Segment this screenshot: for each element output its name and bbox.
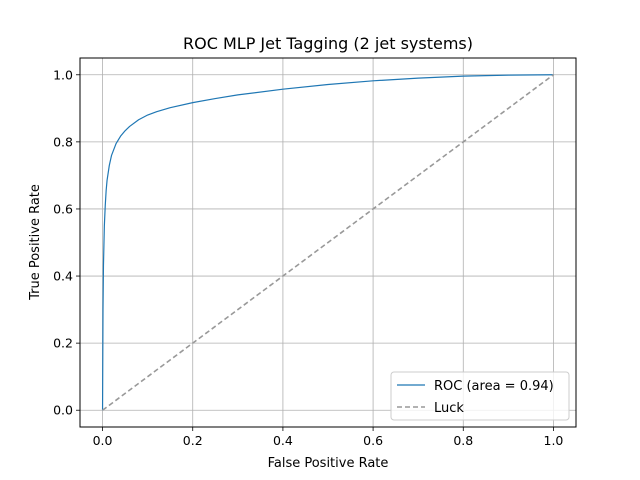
legend-box bbox=[390, 371, 570, 421]
chart-title: ROC MLP Jet Tagging (2 jet systems) bbox=[183, 34, 473, 53]
y-tick-label: 0.8 bbox=[53, 134, 73, 149]
y-tick-label: 1.0 bbox=[53, 67, 73, 82]
y-tick-label: 0.0 bbox=[53, 403, 73, 418]
legend-roc-label: ROC (area = 0.94) bbox=[434, 379, 554, 394]
y-axis-label: True Positive Rate bbox=[28, 184, 43, 301]
x-tick-label: 0.6 bbox=[363, 433, 383, 448]
x-tick-label: 0.2 bbox=[183, 433, 203, 448]
grid bbox=[80, 58, 576, 427]
y-tick-label: 0.2 bbox=[53, 336, 73, 351]
y-tick-label: 0.6 bbox=[53, 201, 73, 216]
luck-diagonal bbox=[102, 74, 554, 411]
legend-luck-label: Luck bbox=[434, 401, 464, 416]
plot-lines bbox=[101, 74, 554, 411]
x-tick-label: 0.8 bbox=[453, 433, 473, 448]
roc-curve bbox=[101, 74, 554, 411]
axes-frame bbox=[79, 57, 577, 428]
legend: ROC (area = 0.94) Luck bbox=[390, 371, 570, 421]
x-tick-label: 0.0 bbox=[93, 433, 113, 448]
x-axis-label: False Positive Rate bbox=[268, 456, 389, 471]
y-tick-label: 0.4 bbox=[53, 269, 73, 284]
x-tick-label: 1.0 bbox=[544, 433, 564, 448]
ticks: 0.0 0.2 0.4 0.6 0.8 1.0 0.0 0.2 0.4 0.6 0.8 1.0 bbox=[53, 67, 563, 448]
x-tick-label: 0.4 bbox=[273, 433, 293, 448]
